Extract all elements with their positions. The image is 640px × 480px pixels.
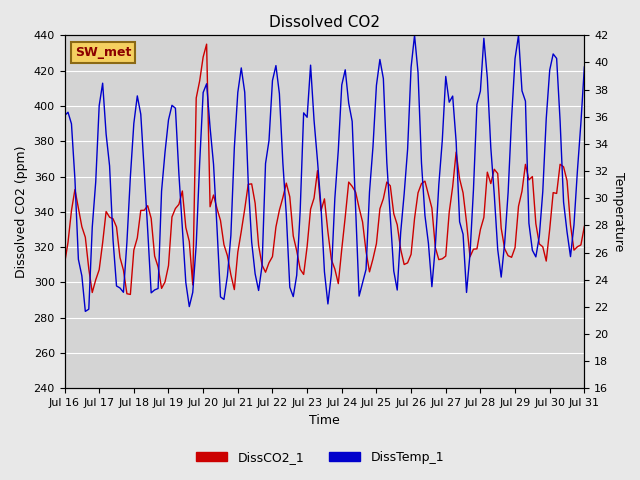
Line: DissTemp_1: DissTemp_1 xyxy=(65,36,584,312)
DissCO2_1 xyxy=(397,247,404,252)
DissTemp_1 xyxy=(394,287,401,293)
Text: SW_met: SW_met xyxy=(75,46,131,59)
DissTemp_1 xyxy=(580,64,588,70)
DissTemp_1 xyxy=(411,33,419,38)
DissTemp_1 xyxy=(317,204,325,209)
DissTemp_1 xyxy=(61,113,68,119)
DissCO2_1 xyxy=(431,245,439,251)
DissCO2_1 xyxy=(580,224,588,229)
DissCO2_1 xyxy=(383,179,390,185)
DissCO2_1 xyxy=(321,196,328,202)
Y-axis label: Dissolved CO2 (ppm): Dissolved CO2 (ppm) xyxy=(15,145,28,278)
Y-axis label: Temperature: Temperature xyxy=(612,172,625,252)
X-axis label: Time: Time xyxy=(309,414,340,427)
DissCO2_1 xyxy=(127,291,134,297)
DissCO2_1 xyxy=(61,261,68,267)
DissCO2_1 xyxy=(577,242,585,248)
Line: DissCO2_1: DissCO2_1 xyxy=(65,44,584,294)
DissTemp_1 xyxy=(431,243,439,249)
Title: Dissolved CO2: Dissolved CO2 xyxy=(269,15,380,30)
DissTemp_1 xyxy=(248,239,255,245)
Legend: DissCO2_1, DissTemp_1: DissCO2_1, DissTemp_1 xyxy=(191,446,449,469)
DissTemp_1 xyxy=(380,76,387,82)
DissTemp_1 xyxy=(577,120,585,126)
DissCO2_1 xyxy=(203,41,211,47)
DissCO2_1 xyxy=(252,200,259,206)
DissTemp_1 xyxy=(81,309,89,314)
